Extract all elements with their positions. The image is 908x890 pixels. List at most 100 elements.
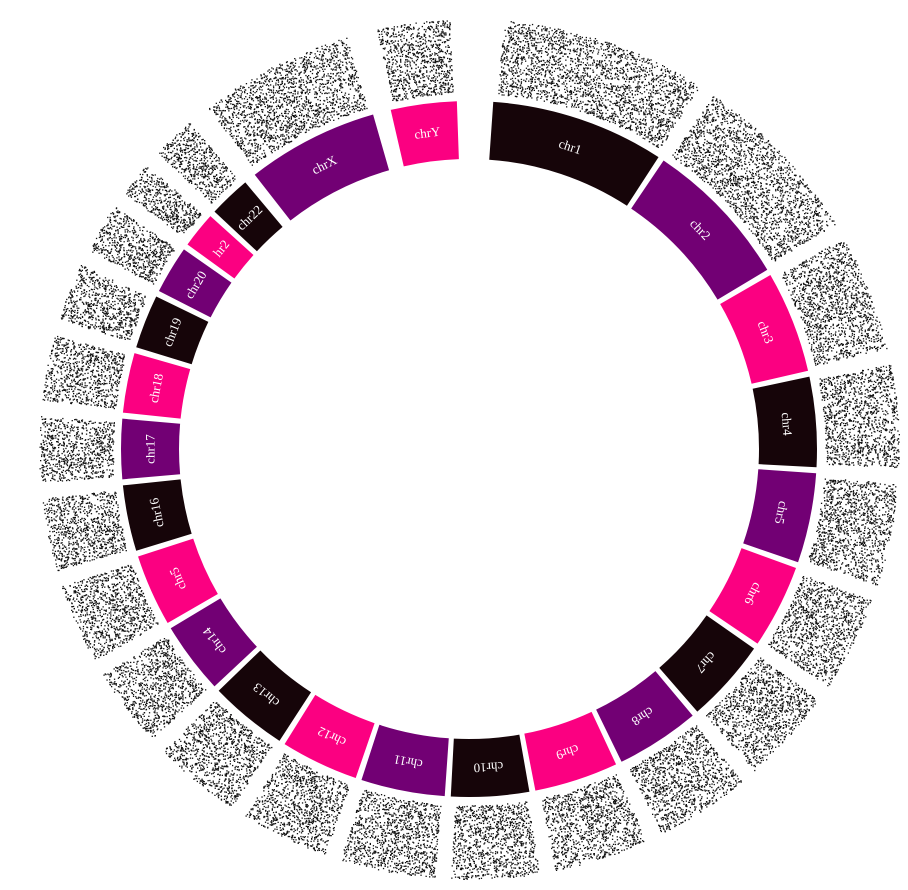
scatter-point bbox=[671, 127, 672, 128]
scatter-point bbox=[662, 99, 663, 100]
scatter-point bbox=[635, 94, 636, 95]
scatter-point bbox=[519, 54, 520, 55]
scatter-point bbox=[657, 145, 658, 146]
scatter-point bbox=[552, 90, 553, 91]
scatter-point bbox=[571, 93, 572, 94]
scatter-point bbox=[637, 109, 638, 110]
scatter-point bbox=[662, 65, 663, 66]
scatter-point bbox=[665, 124, 666, 125]
scatter-point bbox=[583, 76, 584, 77]
scatter-point bbox=[675, 95, 676, 96]
scatter-point bbox=[588, 64, 589, 65]
scatter-point bbox=[525, 38, 526, 39]
scatter-point bbox=[529, 33, 530, 34]
scatter-point bbox=[640, 101, 641, 102]
scatter-point bbox=[596, 79, 597, 80]
scatter-point bbox=[501, 81, 502, 82]
scatter-point bbox=[649, 129, 650, 130]
scatter-point bbox=[629, 78, 630, 79]
scatter-point bbox=[578, 37, 579, 38]
scatter-point bbox=[551, 67, 552, 68]
scatter-point bbox=[564, 98, 565, 99]
scatter-point bbox=[650, 93, 651, 94]
scatter-point bbox=[575, 63, 576, 64]
scatter-point bbox=[582, 108, 583, 109]
scatter-point bbox=[522, 87, 523, 88]
scatter-point bbox=[505, 30, 506, 31]
scatter-point bbox=[590, 76, 591, 77]
scatter-point bbox=[522, 47, 523, 48]
scatter-point bbox=[672, 85, 673, 86]
scatter-point bbox=[530, 79, 531, 80]
scatter-point bbox=[651, 135, 652, 136]
scatter-point bbox=[511, 37, 512, 38]
scatter-point bbox=[525, 24, 526, 25]
scatter-point bbox=[645, 111, 646, 112]
scatter-point bbox=[596, 68, 597, 69]
scatter-point bbox=[535, 85, 536, 86]
scatter-point bbox=[580, 36, 581, 37]
scatter-point bbox=[520, 41, 521, 42]
scatter-point bbox=[646, 99, 647, 100]
scatter-point bbox=[530, 86, 531, 87]
scatter-point bbox=[659, 85, 660, 86]
scatter-point bbox=[646, 136, 647, 137]
scatter-point bbox=[562, 69, 563, 70]
scatter-point bbox=[574, 89, 575, 90]
scatter-point bbox=[539, 51, 540, 52]
scatter-point bbox=[591, 79, 592, 80]
scatter-point bbox=[524, 47, 525, 48]
scatter-point bbox=[649, 113, 650, 114]
scatter-point bbox=[662, 82, 663, 83]
scatter-point bbox=[567, 41, 568, 42]
scatter-point bbox=[510, 37, 511, 38]
scatter-point bbox=[664, 134, 665, 135]
scatter-point bbox=[533, 45, 534, 46]
scatter-point bbox=[656, 103, 657, 104]
scatter-point bbox=[539, 84, 540, 85]
scatter-point bbox=[546, 80, 547, 81]
scatter-point bbox=[589, 56, 590, 57]
scatter-point bbox=[628, 108, 629, 109]
scatter-point bbox=[614, 52, 615, 53]
scatter-point bbox=[545, 86, 546, 87]
scatter-point bbox=[547, 92, 548, 93]
scatter-point bbox=[598, 100, 599, 101]
scatter-point bbox=[586, 94, 587, 95]
scatter-point bbox=[525, 81, 526, 82]
scatter-point bbox=[690, 94, 691, 95]
scatter-point bbox=[648, 108, 649, 109]
scatter-point bbox=[614, 68, 615, 69]
scatter-point bbox=[598, 83, 599, 84]
scatter-point bbox=[555, 85, 556, 86]
scatter-point bbox=[615, 86, 616, 87]
scatter-point bbox=[573, 48, 574, 49]
scatter-point bbox=[587, 112, 588, 113]
scatter-point bbox=[575, 59, 576, 60]
scatter-point bbox=[669, 100, 670, 101]
scatter-point bbox=[562, 46, 563, 47]
scatter-point bbox=[651, 91, 652, 92]
scatter-point bbox=[598, 76, 599, 77]
scatter-point bbox=[532, 58, 533, 59]
scatter-point bbox=[630, 112, 631, 113]
scatter-point bbox=[558, 49, 559, 50]
scatter-point bbox=[685, 83, 686, 84]
scatter-point bbox=[649, 104, 650, 105]
scatter-point bbox=[501, 84, 502, 85]
scatter-point bbox=[565, 86, 566, 87]
scatter-point bbox=[571, 67, 572, 68]
scatter-point bbox=[514, 86, 515, 87]
scatter-point bbox=[605, 108, 606, 109]
scatter-point bbox=[549, 60, 550, 61]
scatter-point bbox=[604, 60, 605, 61]
scatter-point bbox=[565, 45, 566, 46]
scatter-point bbox=[590, 46, 591, 47]
scatter-point bbox=[665, 104, 666, 105]
scatter-point bbox=[595, 101, 596, 102]
scatter-point bbox=[619, 62, 620, 63]
scatter-point bbox=[606, 71, 607, 72]
scatter-point bbox=[592, 64, 593, 65]
scatter-point bbox=[507, 83, 508, 84]
